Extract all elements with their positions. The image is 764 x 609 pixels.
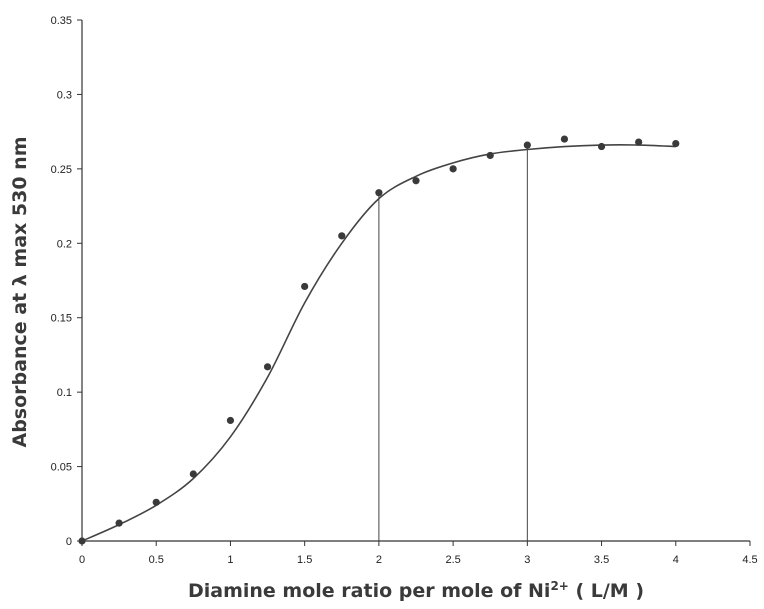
x-tick-label: 1	[227, 554, 233, 566]
data-points	[78, 135, 680, 545]
y-axis-title: Absorbance at λ max 530 nm	[9, 137, 31, 448]
data-point	[672, 139, 680, 148]
axes	[81, 20, 750, 542]
y-tick-label: 0.1	[57, 387, 72, 399]
data-point	[412, 177, 420, 185]
x-tick-label: 4	[673, 554, 679, 566]
x-tick-label: 4.5	[742, 554, 757, 566]
y-tick-label: 0	[66, 536, 72, 548]
data-point	[152, 498, 160, 506]
data-point	[597, 142, 606, 151]
x-axis-title-main: Diamine mole ratio per mole of Ni	[188, 580, 550, 602]
data-point	[263, 363, 272, 371]
x-tick-label: 3	[524, 554, 530, 566]
data-point	[486, 151, 494, 160]
tick-labels: 0 0.05 0.1 0.15 0.2 0.25 0.3 0.35 0 0.5 1 1.5 2 2.5 3 3…	[51, 15, 758, 566]
data-point	[635, 138, 643, 146]
fit-curve	[81, 144, 676, 542]
data-point	[375, 189, 383, 197]
y-tick-label: 0.05	[51, 462, 72, 474]
x-tick-label: 2.5	[445, 554, 460, 566]
data-point	[78, 537, 86, 545]
drop-lines	[378, 148, 528, 541]
data-point	[560, 135, 569, 143]
data-point	[115, 519, 123, 527]
x-tick-label: 0.5	[149, 554, 164, 566]
y-tick-label: 0.2	[57, 238, 72, 250]
x-tick-label: 3.5	[594, 554, 609, 566]
data-point	[226, 416, 235, 425]
y-tick-label: 0.25	[51, 164, 72, 176]
x-axis-title-unit: ( L/M )	[569, 580, 644, 602]
x-tick-label: 1.5	[297, 554, 312, 566]
data-point	[449, 165, 457, 173]
x-axis-title: Diamine mole ratio per mole of Ni2+ ( L/…	[188, 579, 644, 602]
data-point	[338, 232, 346, 240]
x-tick-label: 2	[376, 554, 382, 566]
y-tick-label: 0.35	[51, 15, 72, 27]
data-point	[301, 282, 309, 291]
y-tick-label: 0.15	[51, 313, 72, 325]
x-axis-title-superscript: 2+	[550, 579, 568, 593]
data-point	[189, 470, 197, 478]
tick-marks	[77, 19, 751, 546]
x-tick-label: 0	[79, 554, 85, 566]
y-tick-label: 0.3	[57, 89, 72, 101]
data-point	[523, 141, 531, 149]
